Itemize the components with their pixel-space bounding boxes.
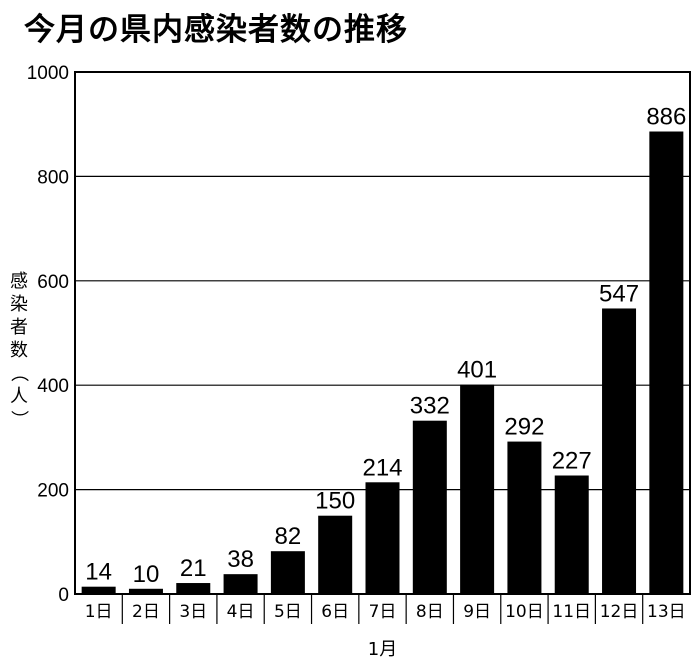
x-tick-label: 8日 [416, 602, 444, 622]
data-label: 14 [85, 559, 112, 586]
bar [602, 308, 637, 594]
bar [223, 574, 258, 594]
bar [412, 420, 447, 594]
data-label: 547 [599, 280, 639, 307]
x-tick-label: 11日 [552, 602, 591, 622]
y-tick-label: 400 [37, 376, 69, 397]
bar [81, 586, 116, 594]
y-axis-label-char: 人 [10, 386, 28, 407]
data-label: 150 [315, 488, 355, 515]
y-tick-label: 200 [37, 481, 69, 502]
x-tick-label: 4日 [227, 602, 255, 622]
gridlines [75, 175, 690, 491]
chart-title: 今月の県内感染者数の推移 [24, 12, 408, 48]
data-label: 227 [552, 448, 592, 475]
x-tick-label: 2日 [132, 602, 160, 622]
y-axis-label-char: 者 [10, 317, 28, 338]
y-axis-label-char: 数 [10, 340, 28, 361]
data-label: 886 [646, 104, 686, 131]
data-label: 292 [504, 414, 544, 441]
x-tick-label: 7日 [369, 602, 397, 622]
x-axis-label: 1月 [368, 639, 397, 660]
x-tick-label: 6日 [321, 602, 349, 622]
x-tick-label: 10日 [505, 602, 544, 622]
data-label: 214 [362, 454, 402, 481]
bar [507, 441, 542, 594]
x-tick-label: 1日 [85, 602, 113, 622]
y-axis-ticks: 0 200 400 600 800 1000 [27, 63, 69, 606]
y-axis-label-char: ） [8, 410, 29, 428]
y-axis-label-char: 感 [10, 271, 28, 292]
bar [128, 588, 163, 594]
x-tick-label: 3日 [179, 602, 207, 622]
y-tick-label: 800 [37, 167, 69, 188]
x-tick-label: 13日 [647, 602, 686, 622]
data-label: 401 [457, 357, 497, 384]
y-axis-label-char: （ [8, 364, 29, 382]
bar [460, 384, 495, 594]
data-label: 38 [227, 546, 254, 573]
data-label: 10 [133, 561, 160, 588]
bar [554, 475, 589, 594]
bar [318, 515, 353, 594]
x-tick-label: 9日 [463, 602, 491, 622]
y-tick-label: 1000 [27, 63, 69, 84]
x-tick-label: 12日 [600, 602, 639, 622]
bar [649, 131, 684, 594]
data-label: 21 [180, 555, 207, 582]
x-tick-label: 5日 [274, 602, 302, 622]
bars [81, 131, 684, 594]
plot-border [74, 71, 691, 595]
x-axis-ticks: 1日 2日 3日 4日 5日 6日 7日 8日 9日 10日 11日 12日 13日 [85, 594, 686, 624]
data-label: 82 [275, 523, 302, 550]
y-axis-label: 感染者数 （ 人 ） [8, 271, 29, 428]
data-label: 332 [410, 393, 450, 420]
bar [176, 583, 211, 594]
y-axis-label-char: 染 [10, 294, 28, 315]
y-tick-label: 0 [58, 585, 69, 606]
plot-frame [74, 71, 691, 595]
y-tick-label: 600 [37, 272, 69, 293]
value-labels: 14 10 21 38 82 150 214 332 401 292 227 547 886 [85, 104, 686, 588]
bar [365, 482, 400, 594]
bar [270, 551, 305, 594]
